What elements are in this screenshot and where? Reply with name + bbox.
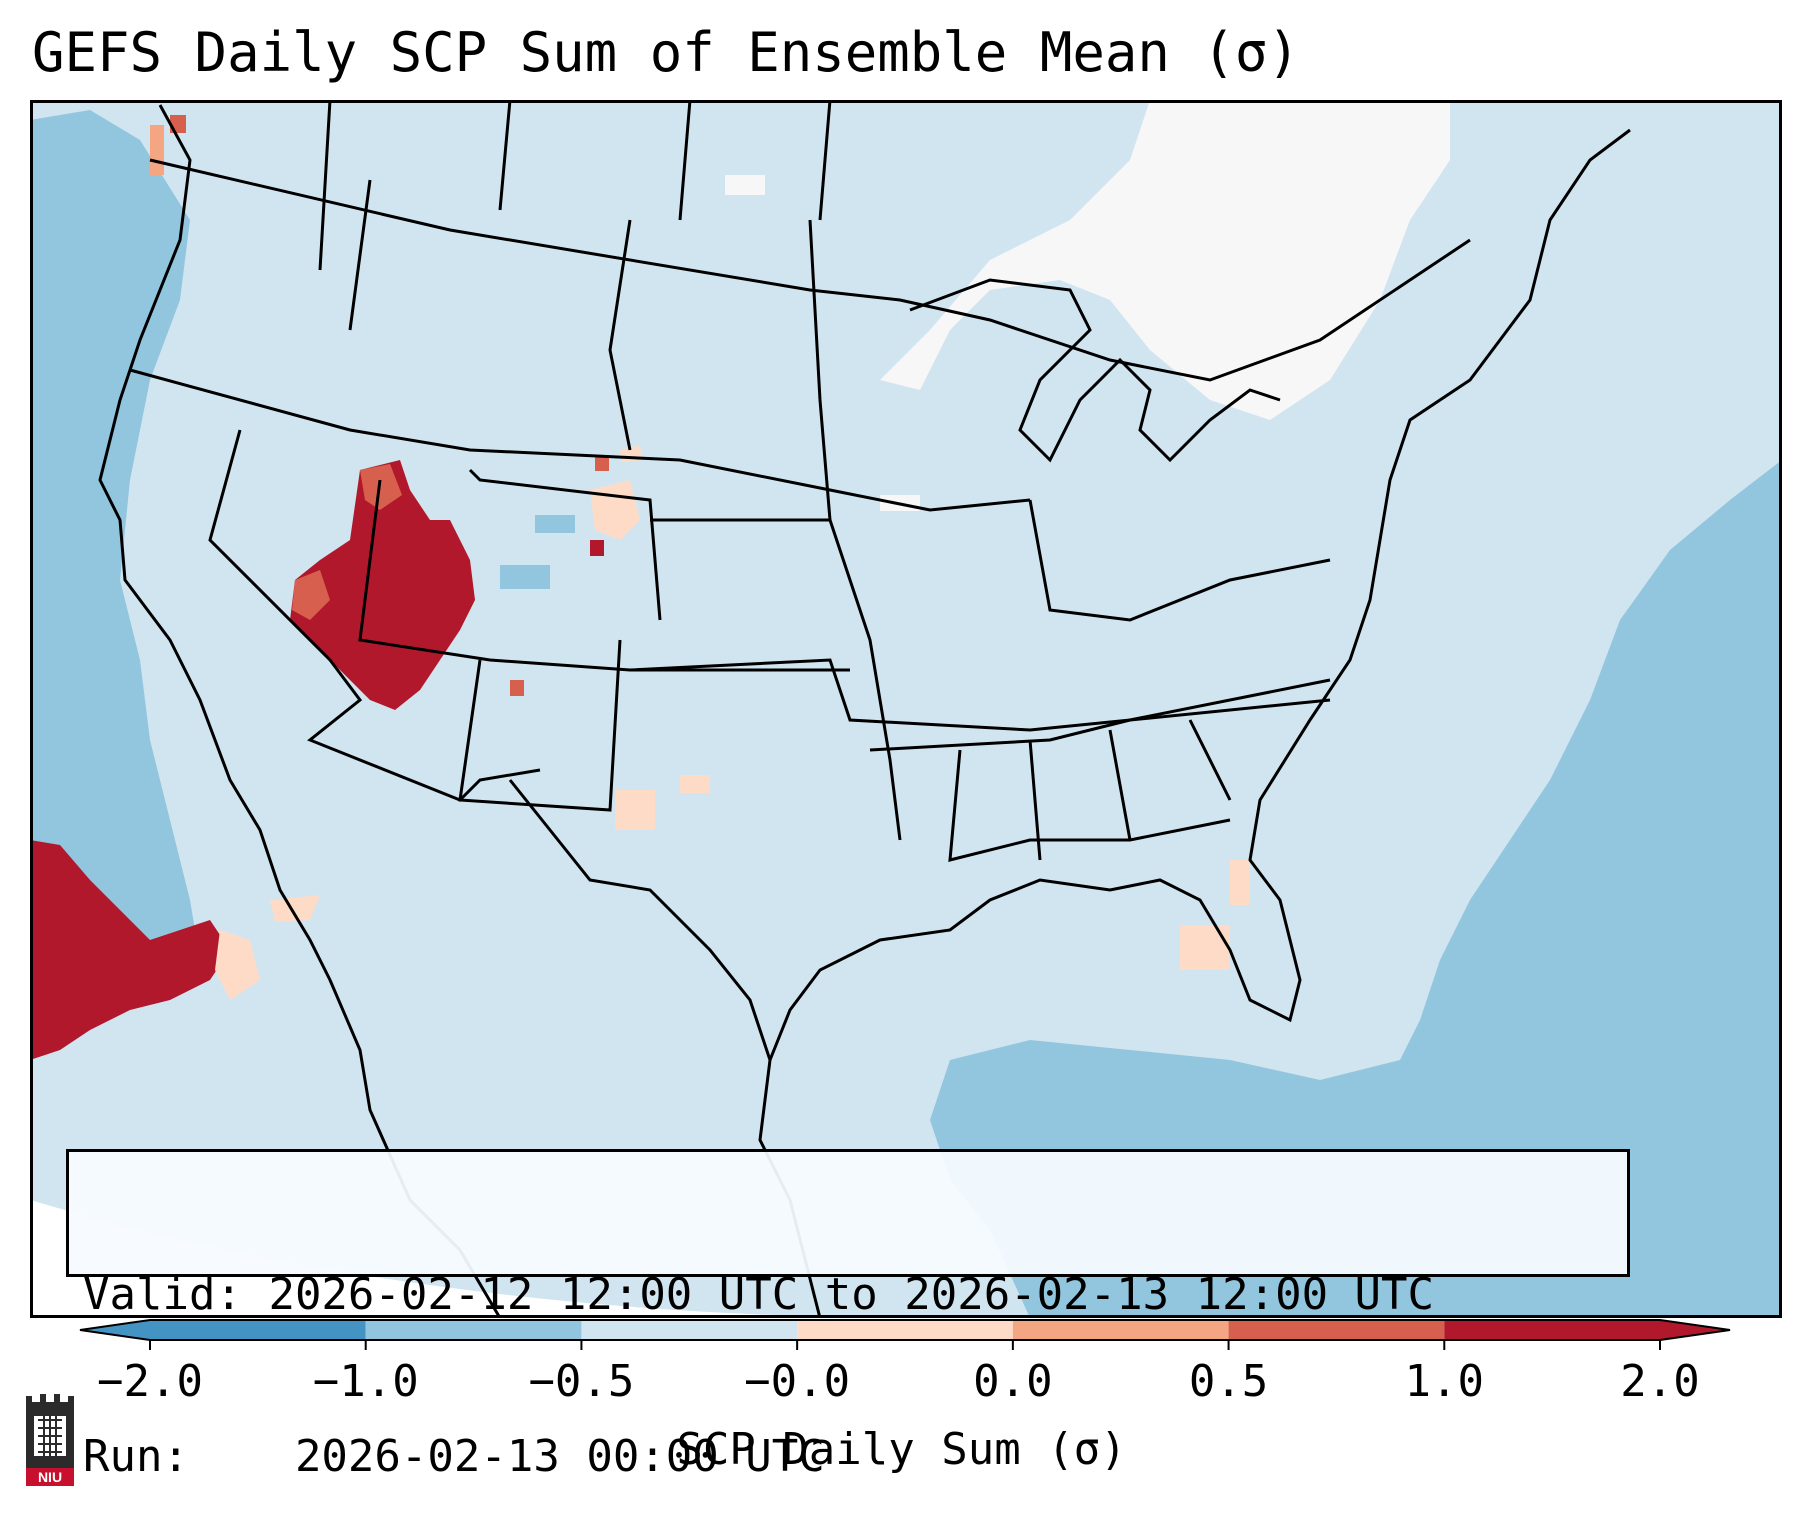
valid-line: Valid: 2026-02-12 12:00 UTC to 2026-02-1… [83,1268,1613,1322]
west-coastline [98,104,502,1318]
texas-light-area [680,775,710,793]
state-line [869,678,1331,752]
map-panel [30,100,1782,1318]
colorbar-segment [1444,1320,1660,1340]
pacific-positive-area [30,840,230,1060]
colorbar-tick-label: 0.0 [973,1356,1052,1407]
colorbar: −2.0 −1.0 −0.5 −0.0 0.0 0.5 1.0 2.0 [79,1319,1731,1407]
canada-neutral-area [880,100,1450,420]
colorado-blue-cell [535,515,575,533]
state-line [358,479,850,672]
colorado-red-cell [595,455,609,471]
colorbar-tick-label: 2.0 [1620,1356,1699,1407]
texas-light-area [615,790,655,830]
colorbar-extend-low [80,1320,150,1340]
state-line [948,749,1231,862]
pacific-negative-area [30,110,200,980]
logo-text: NIU [38,1469,62,1485]
colorbar-segments [79,1319,1731,1341]
colorbar-tick-label: −0.5 [528,1356,634,1407]
colorbar-segment [797,1320,1013,1340]
colorbar-segment [150,1320,366,1340]
state-line [650,518,902,841]
neutral-patch [725,175,765,195]
canada-border [149,158,1471,382]
great-lakes [909,278,1281,463]
new-mexico-red-cell [510,680,524,696]
state-line [129,368,1031,512]
state-line [1028,719,1232,861]
colorbar-segment [581,1320,798,1340]
utah-positive-area [290,460,475,710]
state-line [808,219,832,521]
map-frame [30,100,1782,1318]
colorbar-segment [1228,1320,1445,1340]
gulf-coastline-east [768,128,1631,1061]
state-line [348,179,632,451]
colorbar-ticks: −2.0 −1.0 −0.5 −0.0 0.0 0.5 1.0 2.0 [97,1340,1700,1407]
state-line [208,429,541,802]
state-line [318,100,832,271]
florida-light-area [1230,860,1250,905]
washington-light-area [150,125,164,175]
colorbar-segment [1012,1320,1229,1340]
colorbar-tick-label: −0.0 [744,1356,850,1407]
run-value: 2026-02-13 00:00 UTC [294,1431,825,1482]
run-line: Run: 2026-02-13 00:00 UTC [83,1430,1613,1484]
colorbar-tick-label: 0.5 [1189,1356,1268,1407]
colorbar-tick-label: −2.0 [97,1356,203,1407]
colorado-light-area [590,445,642,540]
state-line [1028,499,1331,622]
colorado-red-cell [590,540,604,556]
state-line [458,639,622,812]
pacific-light-area [215,895,320,1000]
colorbar-label: SCP Daily Sum (σ) [676,1424,1127,1475]
valid-label: Valid: [83,1269,242,1320]
colorbar-tick-label: 1.0 [1405,1356,1484,1407]
colorado-blue-cell [500,565,550,589]
florida-light-area [1180,925,1230,970]
map-title: GEFS Daily SCP Sum of Ensemble Mean (σ) [32,21,1300,84]
white-outer-area [30,1200,930,1318]
state-line [468,468,662,621]
niu-logo-icon: NIU [26,1394,74,1486]
run-label: Run: [83,1431,189,1482]
info-box: Valid: 2026-02-12 12:00 UTC to 2026-02-1… [66,1149,1630,1482]
colorbar-extend-high [1660,1320,1730,1340]
utah-moderate-area [292,464,402,620]
atlantic-negative-area [930,460,1782,1318]
colorbar-tick-label: −1.0 [313,1356,419,1407]
valid-value: 2026-02-12 12:00 UTC to 2026-02-13 12:00… [268,1269,1435,1320]
colorbar-segment [365,1320,582,1340]
